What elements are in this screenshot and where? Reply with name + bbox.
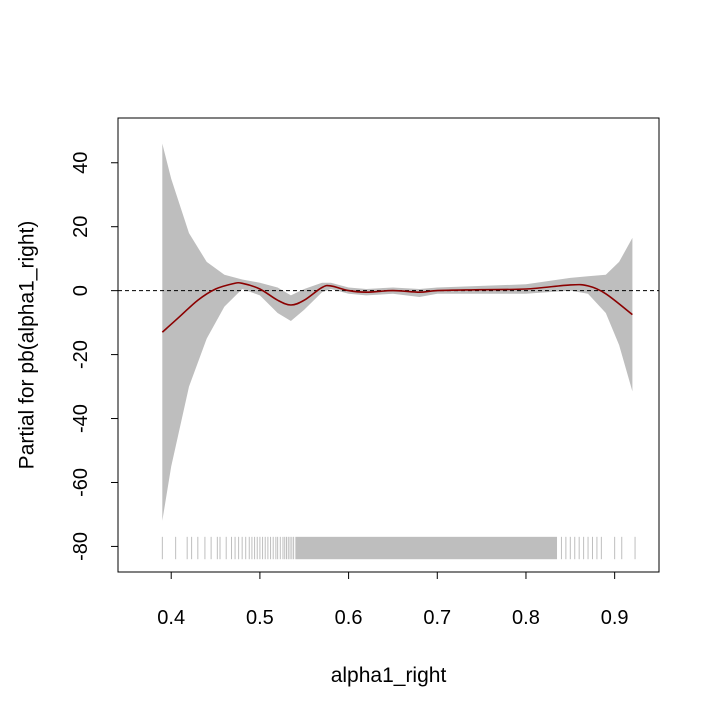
y-tick-label: 0 (70, 285, 92, 296)
rug-dense-block (295, 536, 558, 560)
x-tick-label: 0.9 (601, 607, 629, 629)
y-tick-label: -20 (70, 340, 92, 369)
y-tick-label: -80 (70, 532, 92, 561)
x-tick-label: 0.7 (423, 607, 451, 629)
y-tick-label: 40 (70, 152, 92, 174)
confidence-band (162, 143, 633, 521)
y-tick-label: -40 (70, 404, 92, 433)
x-axis: 0.4 0.5 0.6 0.7 0.8 0.9 (157, 572, 629, 629)
y-tick-label: -60 (70, 468, 92, 497)
plot-frame (117, 117, 660, 573)
confidence-band-area (162, 143, 633, 521)
fit-line (161, 281, 633, 333)
rug (161, 536, 636, 560)
x-tick-label: 0.6 (335, 607, 363, 629)
y-axis-title: Partial for pb(alpha1_right) (15, 221, 38, 470)
x-tick-label: 0.4 (157, 607, 185, 629)
x-axis-title: alpha1_right (331, 664, 447, 687)
y-tick-label: 20 (70, 216, 92, 238)
y-axis: 40 20 0 -20 -40 -60 -80 (70, 152, 118, 561)
x-tick-label: 0.8 (512, 607, 540, 629)
x-tick-label: 0.5 (246, 607, 274, 629)
